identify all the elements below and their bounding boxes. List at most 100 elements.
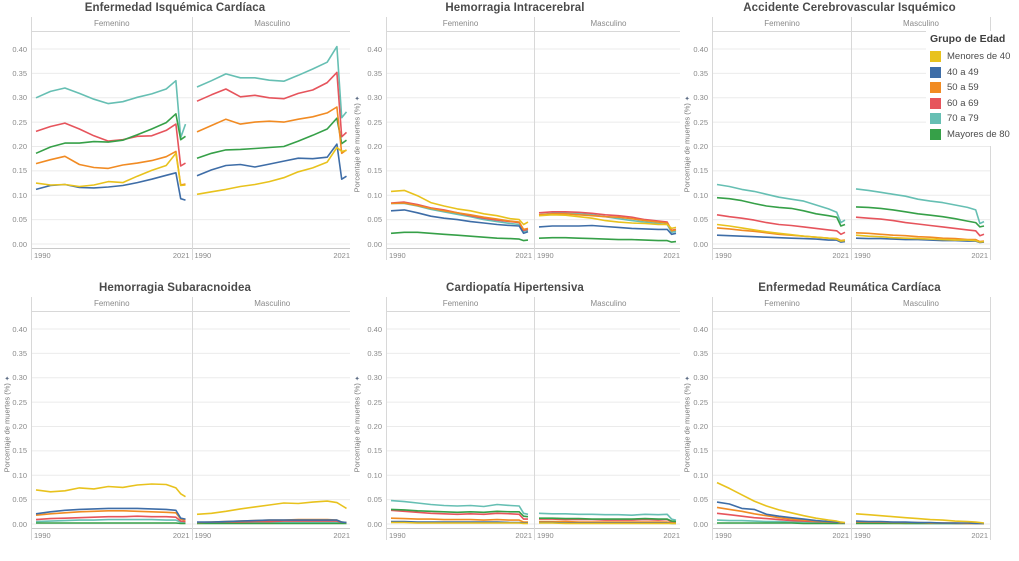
- line-70-a-79[interactable]: [35, 79, 187, 139]
- y-tick-label: 0.05: [367, 215, 382, 225]
- gridlines: [713, 328, 851, 525]
- line-50-a-59[interactable]: [539, 520, 676, 524]
- plot-area[interactable]: [713, 32, 851, 249]
- chart-title: Hemorragia Subaracnoidea: [99, 282, 251, 294]
- line-70-a-79[interactable]: [35, 518, 186, 523]
- axis-sort-icon[interactable]: ✦: [4, 375, 12, 382]
- legend-item-label: Menores de 40: [947, 51, 1011, 63]
- line-40-a-49[interactable]: [35, 507, 186, 520]
- panels: Femenino 1990 2021 Masculino 1990 2021: [31, 17, 350, 260]
- line-menores-de-40[interactable]: [539, 522, 676, 525]
- line-menores-de-40[interactable]: [716, 223, 846, 242]
- line-40-a-49[interactable]: [716, 501, 846, 524]
- line-40-a-49[interactable]: [35, 172, 186, 201]
- y-tick-label: 0.40: [693, 324, 708, 334]
- line-menores-de-40[interactable]: [716, 481, 846, 524]
- legend-item[interactable]: 40 a 49: [930, 65, 1019, 81]
- x-tick-end: 2021: [971, 251, 988, 260]
- line-50-a-59[interactable]: [538, 213, 677, 232]
- line-menores-de-40[interactable]: [196, 146, 347, 196]
- legend-item[interactable]: 60 a 69: [930, 96, 1019, 112]
- legend-item[interactable]: 70 a 79: [930, 111, 1019, 127]
- line-50-a-59[interactable]: [390, 202, 529, 231]
- axis-sort-icon[interactable]: ✦: [684, 375, 692, 382]
- line-40-a-49[interactable]: [855, 520, 984, 525]
- legend-item[interactable]: 50 a 59: [930, 80, 1019, 96]
- plot-area[interactable]: [387, 312, 534, 529]
- line-70-a-79[interactable]: [855, 188, 985, 225]
- axis-sort-icon[interactable]: ✦: [684, 95, 692, 102]
- line-menores-de-40[interactable]: [391, 521, 528, 525]
- line-40-a-49[interactable]: [196, 143, 347, 180]
- line-40-a-49[interactable]: [196, 519, 347, 524]
- line-50-a-59[interactable]: [35, 150, 186, 186]
- line-60-a-69[interactable]: [35, 515, 186, 523]
- panel-header-label: Femenino: [713, 17, 851, 32]
- line-70-a-79[interactable]: [390, 499, 529, 516]
- panel-masculino: Masculino 1990 2021: [191, 17, 351, 260]
- line-70-a-79[interactable]: [196, 45, 347, 119]
- legend-item[interactable]: Mayores de 80: [930, 127, 1019, 143]
- line-mayores-de-80[interactable]: [538, 236, 677, 243]
- line-menores-de-40[interactable]: [855, 513, 985, 524]
- line-50-a-59[interactable]: [855, 232, 985, 243]
- plot-area[interactable]: [387, 32, 534, 249]
- line-menores-de-40[interactable]: [35, 483, 186, 498]
- line-60-a-69[interactable]: [196, 520, 347, 524]
- line-40-a-49[interactable]: [538, 224, 677, 236]
- chart-title: Cardiopatía Hipertensiva: [446, 282, 584, 294]
- x-axis-labels: 1990 2021: [852, 249, 990, 260]
- x-axis-labels: 1990 2021: [535, 529, 680, 540]
- y-tick-label: 0.20: [693, 142, 708, 151]
- line-40-a-49[interactable]: [716, 234, 846, 243]
- plot-area[interactable]: [713, 312, 851, 529]
- plot-area[interactable]: [852, 312, 990, 529]
- line-mayores-de-80[interactable]: [539, 517, 677, 523]
- y-tick-label: 0.15: [12, 446, 27, 456]
- line-50-a-59[interactable]: [390, 517, 528, 523]
- line-mayores-de-80[interactable]: [717, 522, 845, 525]
- line-70-a-79[interactable]: [716, 183, 846, 224]
- line-menores-de-40[interactable]: [390, 189, 529, 226]
- line-60-a-69[interactable]: [716, 214, 846, 236]
- line-menores-de-40[interactable]: [538, 214, 677, 230]
- y-tick-label: 0.40: [367, 44, 382, 54]
- line-50-a-59[interactable]: [196, 106, 347, 155]
- panel-femenino: Femenino 1990 2021: [386, 17, 534, 260]
- line-mayores-de-80[interactable]: [716, 196, 846, 227]
- y-tick-label: 0.00: [12, 239, 27, 249]
- legend-item-label: 70 a 79: [947, 113, 979, 125]
- axis-sort-icon[interactable]: ✦: [354, 375, 362, 382]
- line-50-a-59[interactable]: [35, 510, 186, 521]
- line-menores-de-40[interactable]: [196, 500, 347, 516]
- y-tick-label: 0.10: [12, 470, 27, 480]
- line-40-a-49[interactable]: [390, 209, 529, 235]
- plot-area[interactable]: [192, 32, 351, 249]
- gridlines: [32, 328, 192, 525]
- plot-area[interactable]: [192, 312, 351, 529]
- legend-item-label: 50 a 59: [947, 82, 979, 94]
- line-mayores-de-80[interactable]: [36, 522, 186, 525]
- line-mayores-de-80[interactable]: [855, 206, 985, 228]
- line-70-a-79[interactable]: [538, 512, 677, 521]
- x-axis-labels: 1990 2021: [387, 249, 534, 260]
- line-mayores-de-80[interactable]: [35, 113, 186, 155]
- line-mayores-de-80[interactable]: [390, 231, 529, 242]
- line-60-a-69[interactable]: [390, 509, 528, 520]
- panels: Femenino 1990 2021 Masculino 1990 2021: [31, 297, 350, 540]
- legend-item-label: Mayores de 80: [947, 128, 1010, 140]
- line-60-a-69[interactable]: [538, 211, 677, 232]
- line-menores-de-40[interactable]: [35, 152, 186, 188]
- plot-area[interactable]: [32, 312, 192, 529]
- plot-area[interactable]: [535, 32, 680, 249]
- line-60-a-69[interactable]: [196, 71, 347, 138]
- plot-area[interactable]: [535, 312, 680, 529]
- legend-item[interactable]: Menores de 40: [930, 49, 1019, 65]
- line-mayores-de-80[interactable]: [390, 508, 529, 518]
- line-60-a-69[interactable]: [855, 216, 985, 237]
- panels: Femenino 1990 2021 Masculino 1990 2021: [712, 297, 991, 540]
- line-menores-de-40[interactable]: [855, 234, 985, 243]
- plot-area[interactable]: [32, 32, 192, 249]
- axis-sort-icon[interactable]: ✦: [354, 95, 362, 102]
- line-mayores-de-80[interactable]: [196, 117, 347, 159]
